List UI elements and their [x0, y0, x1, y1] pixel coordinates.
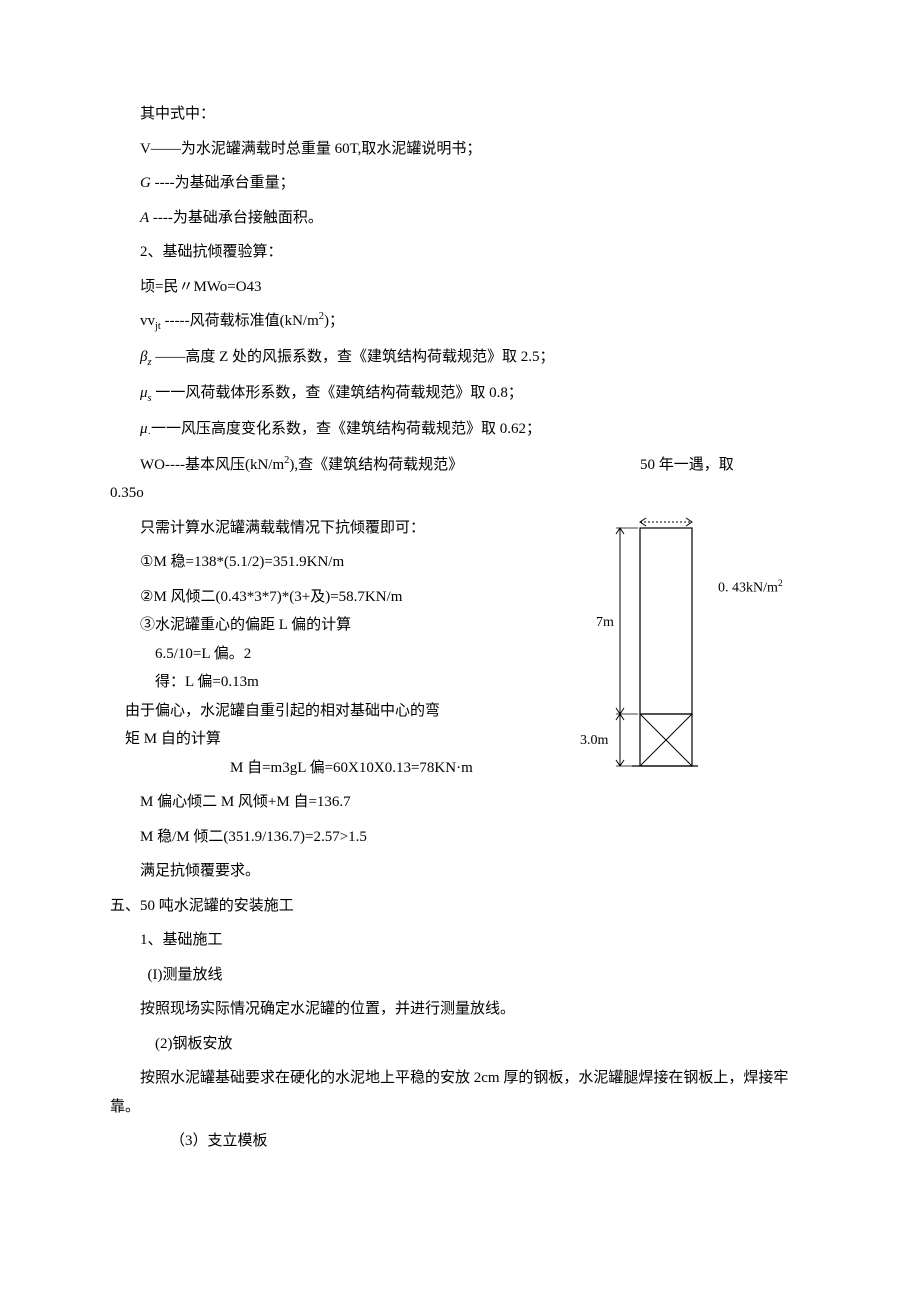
- line-g-post: ----为基础承台重量；: [151, 175, 295, 191]
- line-23: 满足抗倾覆要求。: [110, 857, 810, 886]
- diagram-svg: 7m 3.0m: [570, 514, 700, 784]
- line-a-post: ----为基础承台接触面积。: [149, 210, 323, 226]
- section-5-title: 五、50 吨水泥罐的安装施工: [110, 892, 810, 921]
- wind-diagram: 7m 3.0m: [570, 514, 700, 784]
- line-mudot: μ·一一风压高度变化系数，查《建筑结构荷载规范》取 0.62；: [110, 415, 810, 445]
- beta-post: ——高度 Z 处的风振系数，查《建筑结构荷载规范》取 2.5；: [152, 349, 555, 365]
- s5-1-2: (2)钢板安放: [110, 1030, 810, 1059]
- wo-pre: WO----基本风压(kN/m: [140, 457, 284, 473]
- line-a: A ----为基础承台接触面积。: [110, 204, 810, 233]
- s5-1-1-text: 按照现场实际情况确定水泥罐的位置，并进行测量放线。: [110, 995, 810, 1024]
- line-19: 由于偏心，水泥罐自重引起的相对基础中心的弯: [110, 697, 570, 726]
- line-lpian: 得：L 偏=0.13m: [110, 668, 570, 697]
- line-2: 2、基础抗倾覆验算：: [110, 238, 810, 267]
- s5-1-1: (I)测量放线: [110, 961, 810, 990]
- line-m-wind: ②M 风倾二(0.43*3*7)*(3+及)=58.7KN/m: [110, 583, 570, 612]
- line-only-calc: 只需计算水泥罐满载载情况下抗倾覆即可：: [110, 514, 570, 543]
- line-m-steady: ①M 稳=138*(5.1/2)=351.9KN/m: [110, 548, 570, 577]
- s5-1: 1、基础施工: [110, 926, 810, 955]
- diagram-col: 7m 3.0m 0. 43kN/m2: [570, 514, 810, 784]
- line-qing: 顷=民〃MWo=O43: [110, 273, 810, 302]
- sym-mus: μ: [140, 385, 148, 401]
- line-035o: 0.35o: [110, 479, 810, 508]
- label-7m: 7m: [596, 615, 614, 630]
- line-vvjt: vvjt -----风荷载标准值(kN/m2)；: [110, 307, 810, 337]
- vv-pre: vv: [140, 313, 155, 329]
- line-g: G ----为基础承台重量；: [110, 169, 810, 198]
- line-6510: 6.5/10=L 偏。2: [110, 640, 570, 669]
- wo-mid: ),查《建筑结构荷载规范》: [289, 457, 463, 473]
- calc-block: 只需计算水泥罐满载载情况下抗倾覆即可： ①M 稳=138*(5.1/2)=351…: [110, 514, 570, 789]
- wo-row: WO----基本风压(kN/m2),查《建筑结构荷载规范》 50 年一遇，取: [110, 451, 810, 480]
- label-3m: 3.0m: [580, 733, 609, 748]
- line-19b: 矩 M 自的计算: [110, 725, 570, 754]
- mudot-post: 一一风压高度变化系数，查《建筑结构荷载规范》取 0.62；: [151, 421, 541, 437]
- pressure-label: 0. 43kN/m2: [718, 575, 783, 602]
- line-m-ecc: ③水泥罐重心的偏距 L 偏的计算: [110, 611, 570, 640]
- line-beta: βz ——高度 Z 处的风振系数，查《建筑结构荷载规范》取 2.5；: [110, 343, 810, 373]
- s5-1-2-text-a: 按照水泥罐基础要求在硬化的水泥地上平稳的安放 2cm 厚的钢板，水泥罐腿焊接在钢…: [110, 1064, 810, 1121]
- calc-and-diagram: 只需计算水泥罐满载载情况下抗倾覆即可： ①M 稳=138*(5.1/2)=351…: [110, 514, 810, 789]
- line-21: M 偏心倾二 M 风倾+M 自=136.7: [110, 788, 810, 817]
- pressure-val: 0. 43kN/m: [718, 581, 778, 596]
- line-mus: μs 一一风荷载体形系数，查《建筑结构荷载规范》取 0.8；: [110, 379, 810, 409]
- vv-tail: )；: [324, 313, 344, 329]
- sym-mudot: μ: [140, 421, 148, 437]
- vv-post: -----风荷载标准值(kN/m: [161, 313, 319, 329]
- line-intro: 其中式中：: [110, 100, 810, 129]
- pressure-sup: 2: [778, 578, 783, 589]
- line-20: M 自=m3gL 偏=60X10X0.13=78KN·m: [110, 754, 570, 783]
- sym-g: G: [140, 175, 151, 191]
- line-22: M 稳/M 倾二(351.9/136.7)=2.57>1.5: [110, 823, 810, 852]
- line-wo-b: 50 年一遇，取: [640, 451, 810, 480]
- mus-post: 一一风荷载体形系数，查《建筑结构荷载规范》取 0.8；: [152, 385, 523, 401]
- line-wo-a: WO----基本风压(kN/m2),查《建筑结构荷载规范》: [110, 451, 640, 480]
- line-v: V——为水泥罐满载时总重量 60T,取水泥罐说明书；: [110, 135, 810, 164]
- sym-a: A: [140, 210, 149, 226]
- s5-1-3: （3）支立模板: [110, 1127, 810, 1156]
